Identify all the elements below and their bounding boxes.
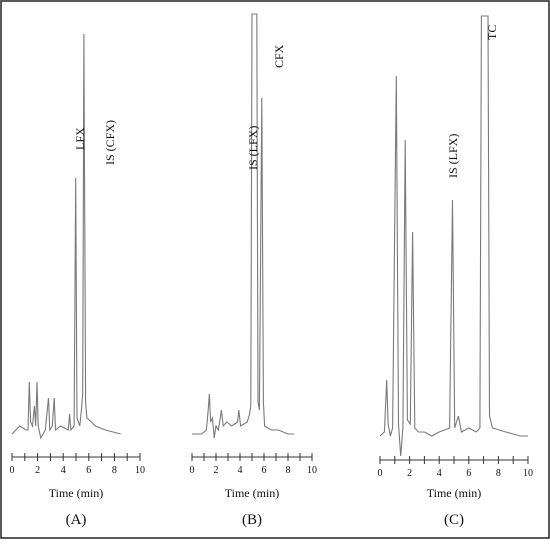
panel-a-tick-label: 6	[86, 465, 91, 476]
panel-b-tick-label: 0	[190, 465, 195, 476]
panel-b-trace	[192, 13, 294, 439]
panel-c-tick-label: 10	[523, 468, 533, 479]
panel-a-peak-label-lfx: LFX	[73, 127, 87, 150]
panel-c-ticks	[379, 456, 529, 464]
panel-b-tick-label: 4	[238, 465, 243, 476]
panel-c-peak-label-is-lfx: IS (LFX)	[446, 134, 460, 178]
panel-b-peak-label-is-lfx: IS (LFX)	[246, 126, 260, 170]
panel-b-tick-label: 10	[307, 465, 317, 476]
panel-a-tick-label: 4	[61, 465, 66, 476]
panel-c-tick-label: 4	[437, 468, 442, 479]
panel-c-peak-label-tc: TC	[485, 25, 499, 40]
panel-b-tick-labels: 0 2 4 6 8 10	[190, 465, 318, 476]
panel-a-tick-label: 10	[135, 465, 145, 476]
panel-a-tick-label: 8	[112, 465, 117, 476]
panel-a-label: (A)	[66, 512, 87, 528]
panel-b-tick-label: 2	[214, 465, 219, 476]
panel-a-tick-labels: 0 2 4 6 8 10	[10, 465, 146, 476]
panel-c-label: (C)	[444, 512, 464, 528]
panel-c-tick-label: 2	[407, 468, 412, 479]
panel-b: 0 2 4 6 8 10 IS (LFX) CFX Time (min) (B)	[190, 13, 318, 528]
panel-a: 0 2 4 6 8 10 LFX IS (CFX) Time (min) (A)	[10, 33, 146, 528]
panel-b-peak-label-cfx: CFX	[272, 44, 286, 68]
panel-b-tick-label: 8	[286, 465, 291, 476]
panel-a-tick-label: 0	[10, 465, 15, 476]
panel-a-x-axis-title: Time (min)	[49, 486, 104, 500]
panel-b-label: (B)	[242, 512, 262, 528]
panel-c-x-axis-title: Time (min)	[427, 486, 482, 500]
panel-c-tick-label: 8	[496, 468, 501, 479]
panel-c-tick-label: 0	[378, 468, 383, 479]
panel-b-ticks	[191, 453, 313, 461]
panel-b-tick-label: 6	[262, 465, 267, 476]
panel-a-trace	[11, 33, 121, 440]
panel-c-tick-labels: 0 2 4 6 8 10	[378, 468, 534, 479]
panel-c: 0 2 4 6 8 10 IS (LFX) TC Time (min) (C)	[378, 15, 534, 528]
panel-a-tick-label: 2	[35, 465, 40, 476]
panel-b-x-axis-title: Time (min)	[225, 486, 280, 500]
panel-a-peak-label-is-cfx: IS (CFX)	[103, 120, 117, 165]
panel-a-ticks	[11, 453, 141, 461]
panel-c-tick-label: 6	[466, 468, 471, 479]
panel-c-trace	[379, 15, 528, 457]
